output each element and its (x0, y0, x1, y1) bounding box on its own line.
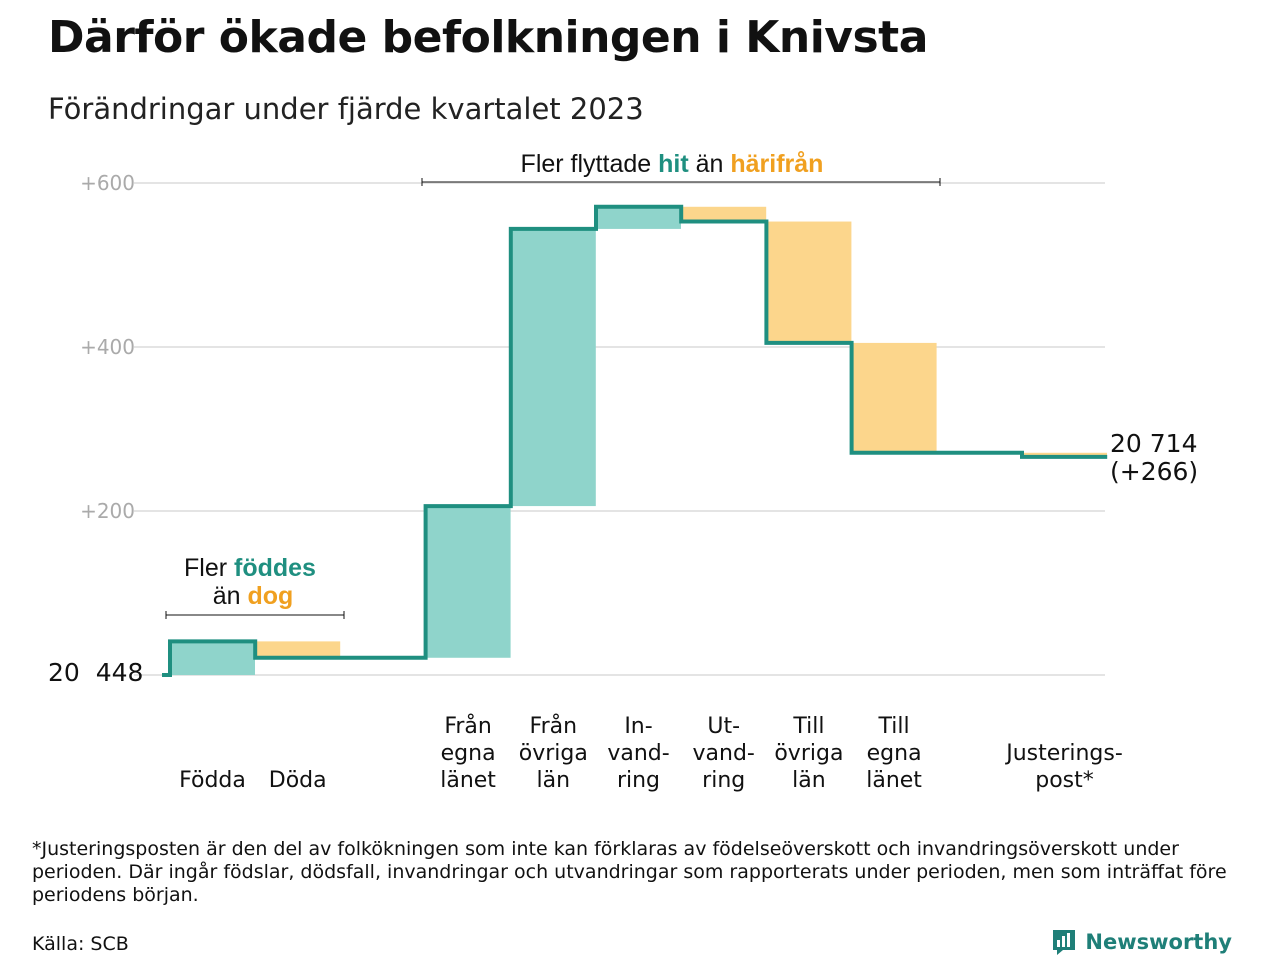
x-category-label-7: Till övriga län (774, 714, 843, 793)
x-category-label-5: In-vand-ring (607, 714, 669, 793)
x-category-label-3: Från egna länet (440, 713, 496, 793)
bar-step-3 (425, 506, 511, 658)
bar-step-7 (766, 221, 852, 343)
bar-step-1 (255, 641, 341, 658)
migration-highlight-out: härifrån (730, 150, 823, 178)
y-tick-label-200: +200 (80, 499, 135, 523)
brand-logo: Newsworthy (1051, 928, 1232, 956)
bar-step-5 (596, 206, 681, 229)
x-category-label-1: Döda (269, 768, 327, 793)
x-category-label-4: Från övriga län (519, 713, 588, 793)
deaths-highlight: dog (247, 582, 293, 610)
births-highlight: föddes (234, 554, 316, 582)
end-change-label: (+266) (1110, 457, 1198, 486)
births-annotation-line2: än dog (213, 582, 294, 610)
bar-step-8 (851, 342, 937, 453)
x-category-label-10: Justerings-post* (1004, 741, 1123, 793)
y-tick-label-400: +400 (80, 335, 135, 359)
bars (170, 206, 1107, 675)
bar-step-10 (1022, 452, 1107, 457)
footnote: *Justeringsposten är den del av folkökni… (32, 838, 1227, 906)
migration-annotation: Fler flyttade hit än härifrån (521, 150, 824, 178)
end-value-label: 20 714 (1110, 429, 1197, 458)
x-category-label-0: Födda (179, 768, 246, 793)
bar-step-0 (170, 641, 255, 675)
source-label: Källa: SCB (32, 933, 129, 955)
births-annotation-line1: Fler föddes (184, 554, 316, 582)
x-category-label-6: Ut-vand-ring (693, 714, 755, 793)
x-category-label-8: Till egna länet (866, 714, 922, 793)
migration-highlight-in: hit (658, 150, 689, 178)
brand-name: Newsworthy (1085, 930, 1232, 954)
y-tick-label-600: +600 (80, 171, 135, 195)
cumulative-step-line (162, 204, 1108, 677)
chart-title: Därför ökade befolkningen i Knivsta (48, 12, 928, 63)
chart-subtitle: Förändringar under fjärde kvartalet 2023 (48, 92, 644, 126)
start-value-label: 20 448 (48, 658, 143, 687)
grid-lines: +200 +400 +600 (80, 171, 1105, 676)
waterfall-chart: +200 +400 +600 Födda Döda Från egna länet Från ö… (48, 150, 1198, 793)
newsworthy-logo-icon (1053, 930, 1076, 955)
bar-step-4 (510, 228, 596, 507)
step-line (162, 204, 1108, 677)
bar-step-6 (681, 206, 767, 222)
labels: Födda Döda Från egna länet Från övriga län In-va… (179, 713, 1123, 793)
